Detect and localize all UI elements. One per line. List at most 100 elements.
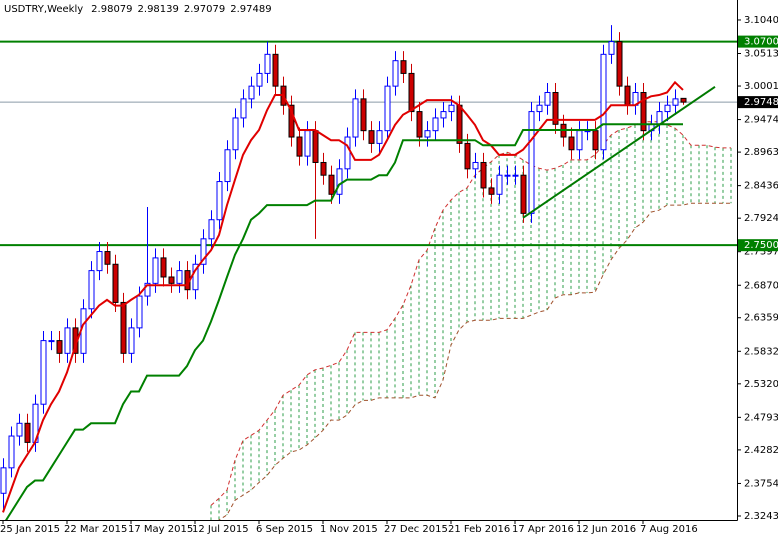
price-label: 2.97489 [744, 97, 778, 108]
candle-body [320, 161, 327, 176]
candle-body [424, 130, 431, 138]
y-tick-label: 2.47935 [744, 412, 778, 423]
y-tick-label: 2.79245 [744, 213, 778, 224]
low-value: 2.97079 [184, 4, 225, 15]
indicator-line [5, 123, 683, 520]
level-label-box [738, 239, 778, 252]
candle-body [600, 53, 607, 151]
symbol: USDTRY,Weekly [4, 4, 83, 15]
candle-body [232, 117, 239, 151]
candle-body [0, 467, 7, 494]
x-tick-label: 6 Sep 2015 [256, 524, 313, 535]
y-tick-label: 2.84360 [744, 181, 778, 192]
candle-body [480, 161, 487, 189]
candle-body [416, 111, 423, 138]
candle-body [384, 85, 391, 132]
candle-body [104, 251, 111, 265]
candle-body [360, 98, 367, 132]
x-tick-label: 22 Mar 2015 [64, 524, 127, 535]
y-tick-label: 3.00015 [744, 81, 778, 92]
candle-body [400, 60, 407, 74]
candle-body [240, 98, 247, 119]
level-label: 3.07000 [744, 37, 778, 48]
candle-body [616, 41, 623, 87]
candle-body [488, 187, 495, 195]
candle-body [680, 97, 687, 103]
candle-body [528, 111, 535, 214]
candle-body [152, 257, 159, 284]
candle-body [128, 327, 135, 354]
y-tick-label: 2.37545 [744, 478, 778, 489]
candle-body [120, 301, 127, 354]
y-tick-label: 2.73975 [744, 247, 778, 258]
candle-body [248, 85, 255, 100]
x-tick-label: 12 Jun 2016 [576, 524, 636, 535]
cloud-edge [218, 202, 731, 520]
candle-body [224, 149, 231, 183]
candle-body [664, 104, 671, 113]
candle-body [336, 168, 343, 195]
x-tick-label: 12 Jul 2015 [192, 524, 249, 535]
candle-body [376, 130, 383, 144]
candle-body [112, 263, 119, 303]
close-value: 2.97489 [230, 4, 271, 15]
candle-body [24, 422, 31, 443]
candle-body [272, 53, 279, 87]
candle-body [216, 181, 223, 221]
candle-body [496, 174, 503, 195]
candle-body [40, 340, 47, 405]
candle-body [192, 263, 199, 291]
x-tick-label: 25 Jan 2015 [0, 524, 60, 535]
candle-body [464, 142, 471, 170]
indicator-line [2, 80, 684, 513]
candle-body [176, 270, 183, 284]
candle-body [312, 130, 319, 163]
candle-body [256, 72, 263, 87]
candle-body [88, 270, 95, 310]
candle-body [208, 219, 215, 240]
candle-body [568, 136, 575, 151]
candle-body [672, 98, 679, 106]
candle-body [512, 174, 519, 177]
candle-body [392, 60, 399, 87]
y-tick-label: 3.05130 [744, 49, 778, 60]
candle-body [448, 104, 455, 113]
price-label-box [738, 96, 778, 109]
level-label-box [738, 35, 778, 48]
y-tick-label: 2.32430 [744, 511, 778, 522]
y-tick-label: 2.63595 [744, 313, 778, 324]
candle-body [640, 91, 647, 132]
candle-body [264, 53, 271, 74]
candle-body [304, 130, 311, 157]
candle-body [440, 111, 447, 119]
candle-body [456, 104, 463, 144]
open-value: 2.98079 [91, 4, 132, 15]
candle-body [96, 251, 103, 272]
chart-header: USDTRY,Weekly 2.98079 2.98139 2.97079 2.9748… [4, 4, 272, 15]
y-tick-label: 2.42820 [744, 445, 778, 456]
candle-body [520, 174, 527, 214]
candle-body [168, 276, 175, 284]
candle-body [16, 422, 23, 437]
candle-body [472, 161, 479, 170]
y-tick-label: 2.68700 [744, 280, 778, 291]
y-tick-label: 3.10400 [744, 15, 778, 26]
x-tick-label: 7 Aug 2016 [640, 524, 698, 535]
candle-body [288, 104, 295, 138]
candle-body [552, 91, 559, 125]
candle-body [504, 174, 511, 177]
plot-area [0, 25, 737, 520]
x-tick-label: 21 Feb 2016 [448, 524, 510, 535]
x-tick-label: 27 Dec 2015 [384, 524, 448, 535]
candle-body [8, 435, 15, 469]
candle-body [160, 257, 167, 278]
candle-body [136, 295, 143, 329]
x-tick-label: 1 Nov 2015 [320, 524, 378, 535]
candle-body [48, 340, 55, 343]
candle-body [352, 98, 359, 138]
candle-body [592, 130, 599, 151]
x-tick-label: 17 Apr 2016 [512, 524, 574, 535]
candle-body [408, 72, 415, 113]
